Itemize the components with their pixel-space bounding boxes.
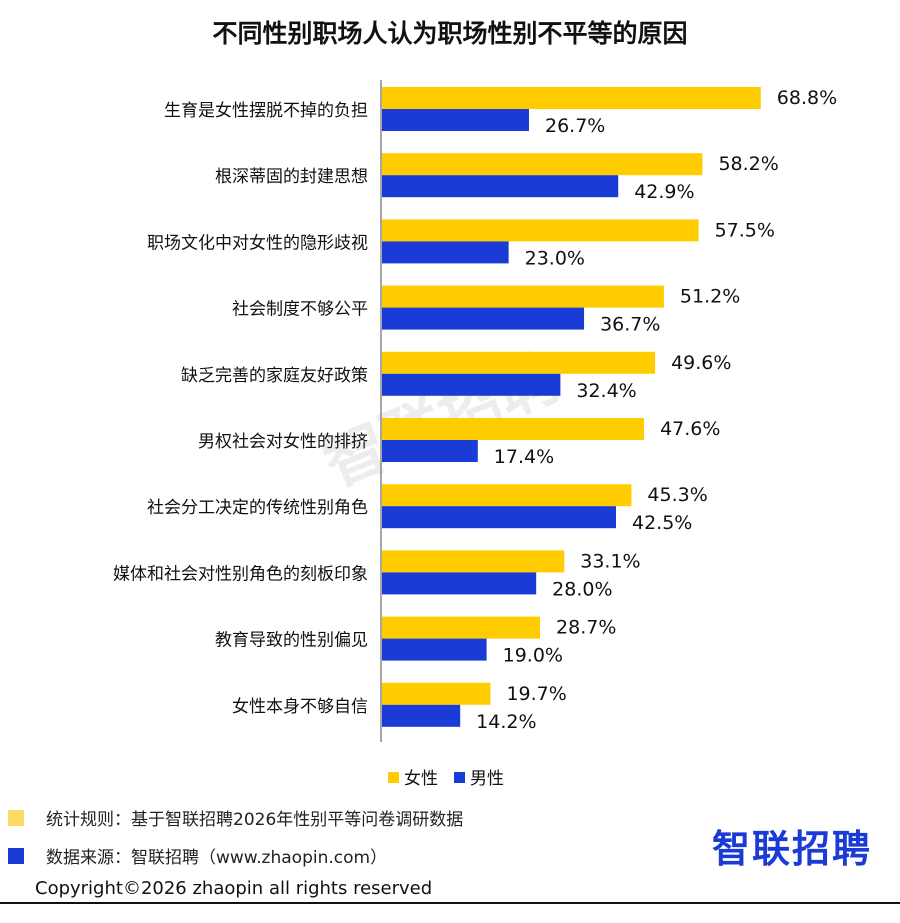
data-label-female: 49.6% [671, 352, 731, 374]
bar-male [382, 440, 478, 462]
data-label-female: 45.3% [647, 484, 707, 506]
data-label-male: 26.7% [545, 115, 605, 137]
data-label-male: 14.2% [476, 711, 536, 733]
footnote-rule: 统计规则：基于智联招聘2026年性别平等问卷调研数据 [8, 805, 463, 830]
bar-female [382, 285, 664, 308]
data-label-female: 28.7% [556, 617, 616, 639]
data-label-female: 19.7% [506, 683, 566, 705]
bar-male [382, 638, 487, 661]
data-label-female: 47.6% [660, 418, 720, 440]
category-label: 社会分工决定的传统性别角色 [147, 498, 368, 518]
copyright-text: Copyright©2026 zhaopin all rights reserv… [35, 878, 433, 899]
data-label-female: 68.8% [777, 87, 837, 109]
bar-female [382, 219, 699, 242]
category-label: 媒体和社会对性别角色的刻板印象 [113, 564, 368, 584]
category-label: 教育导致的性别偏见 [215, 631, 368, 651]
category-label: 生育是女性摆脱不掉的负担 [164, 101, 368, 121]
category-label: 社会制度不够公平 [232, 300, 368, 320]
bar-male [382, 572, 537, 595]
data-label-female: 33.1% [580, 550, 640, 572]
category-label: 缺乏完善的家庭友好政策 [181, 366, 368, 386]
data-label-male: 19.0% [503, 645, 563, 667]
category-label: 职场文化中对女性的隐形歧视 [147, 233, 368, 253]
data-label-male: 42.9% [634, 181, 694, 203]
data-label-male: 28.0% [552, 578, 612, 600]
legend-label-female: 女性 [404, 769, 438, 789]
data-label-male: 32.4% [576, 380, 636, 402]
data-label-male: 42.5% [632, 512, 692, 534]
bar-female [382, 153, 703, 176]
bar-male [382, 175, 619, 198]
bar-female [382, 351, 656, 374]
bar-male [382, 307, 585, 330]
category-label: 男权社会对女性的排挤 [198, 432, 368, 452]
legend: 女性 男性 [388, 769, 504, 789]
bar-female [382, 682, 491, 705]
bar-male [382, 373, 561, 396]
footnote-source-swatch [8, 847, 24, 864]
bottom-divider [0, 902, 900, 904]
data-label-female: 57.5% [715, 219, 775, 241]
bar-chart: 不同性别职场人认为职场性别不平等的原因 智联招聘 生育是女性摆脱不掉的负担68.… [113, 19, 837, 789]
footnote-rule-text: 统计规则：基于智联招聘2026年性别平等问卷调研数据 [46, 810, 464, 830]
bar-male [382, 241, 509, 264]
category-label: 女性本身不够自信 [232, 697, 368, 717]
bar-male [382, 109, 530, 131]
zhaopin-logo: 智联招聘 [712, 827, 873, 871]
footnote-source: 数据来源：智联招聘（www.zhaopin.com） [8, 843, 387, 868]
legend-swatch-male [454, 772, 465, 783]
footnote-rule-swatch [8, 809, 24, 826]
legend-swatch-female [388, 772, 399, 783]
data-label-male: 36.7% [600, 314, 660, 336]
bar-female [382, 616, 541, 639]
legend-label-male: 男性 [470, 769, 504, 789]
data-label-male: 23.0% [525, 247, 585, 269]
bar-female [382, 87, 761, 109]
bar-female [382, 550, 565, 573]
data-label-female: 51.2% [680, 286, 740, 308]
footnote-source-text: 数据来源：智联招聘（www.zhaopin.com） [46, 848, 388, 868]
bar-male [382, 704, 461, 727]
bar-male [382, 506, 616, 529]
bar-female [382, 418, 645, 440]
data-label-female: 58.2% [718, 153, 778, 175]
bar-female [382, 484, 632, 507]
category-label: 根深蒂固的封建思想 [215, 167, 368, 187]
chart-title: 不同性别职场人认为职场性别不平等的原因 [212, 19, 687, 48]
data-label-male: 17.4% [494, 446, 554, 468]
